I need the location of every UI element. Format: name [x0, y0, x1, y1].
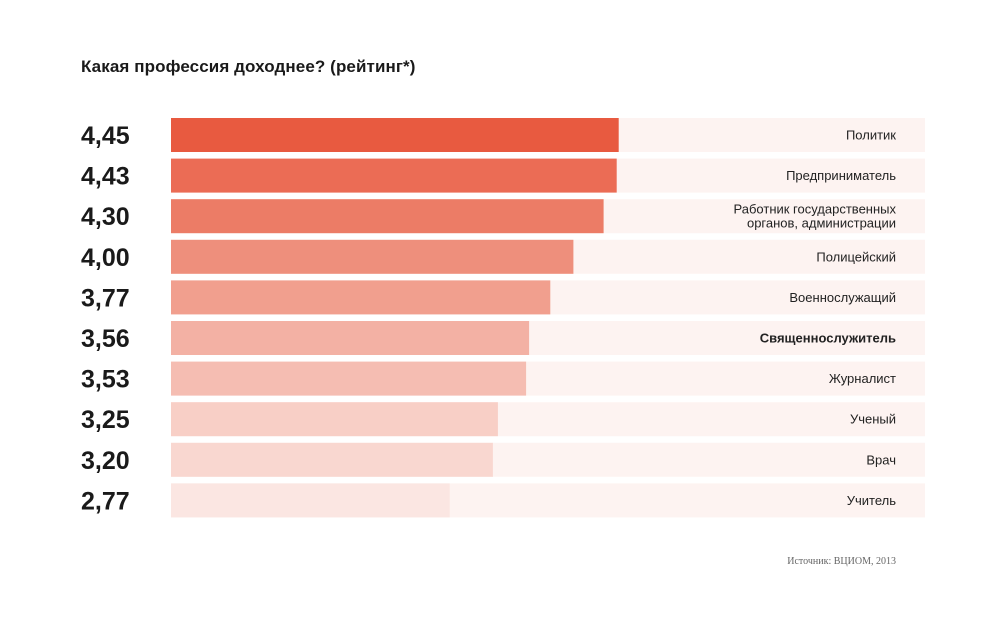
value-label: 4,30: [81, 203, 130, 231]
bar: [171, 118, 619, 152]
category-label: Военнослужащий: [789, 290, 896, 305]
bar: [171, 442, 493, 477]
value-label: 3,25: [81, 406, 130, 434]
bar: [171, 321, 530, 355]
value-label: 3,53: [81, 366, 130, 394]
category-label: Журналист: [829, 371, 896, 386]
chart-title: Какая профессия доходнее? (рейтинг*): [81, 57, 416, 76]
value-label: 4,45: [81, 122, 130, 150]
source-note: Источник: ВЦИОМ, 2013: [787, 556, 896, 567]
bar: [171, 239, 574, 274]
category-label: Священнослужитель: [760, 331, 896, 346]
category-label: Полицейский: [816, 249, 896, 264]
category-label: Предприниматель: [786, 168, 896, 183]
value-label: 3,20: [81, 447, 130, 475]
category-label: Ученый: [850, 412, 896, 427]
category-label: Работник государственных органов, админис…: [734, 202, 897, 231]
value-label: 4,00: [81, 244, 130, 272]
bar: [171, 402, 498, 437]
bar: [171, 158, 617, 193]
category-label: Врач: [866, 452, 896, 467]
bar: [171, 483, 450, 518]
bar: [171, 361, 527, 396]
bar: [171, 280, 551, 315]
category-label: Политик: [846, 128, 896, 143]
category-label: Учитель: [847, 493, 896, 508]
bar: [171, 199, 604, 234]
value-label: 3,56: [81, 325, 130, 353]
value-label: 3,77: [81, 284, 130, 312]
value-label: 4,43: [81, 163, 130, 191]
value-label: 2,77: [81, 487, 130, 515]
